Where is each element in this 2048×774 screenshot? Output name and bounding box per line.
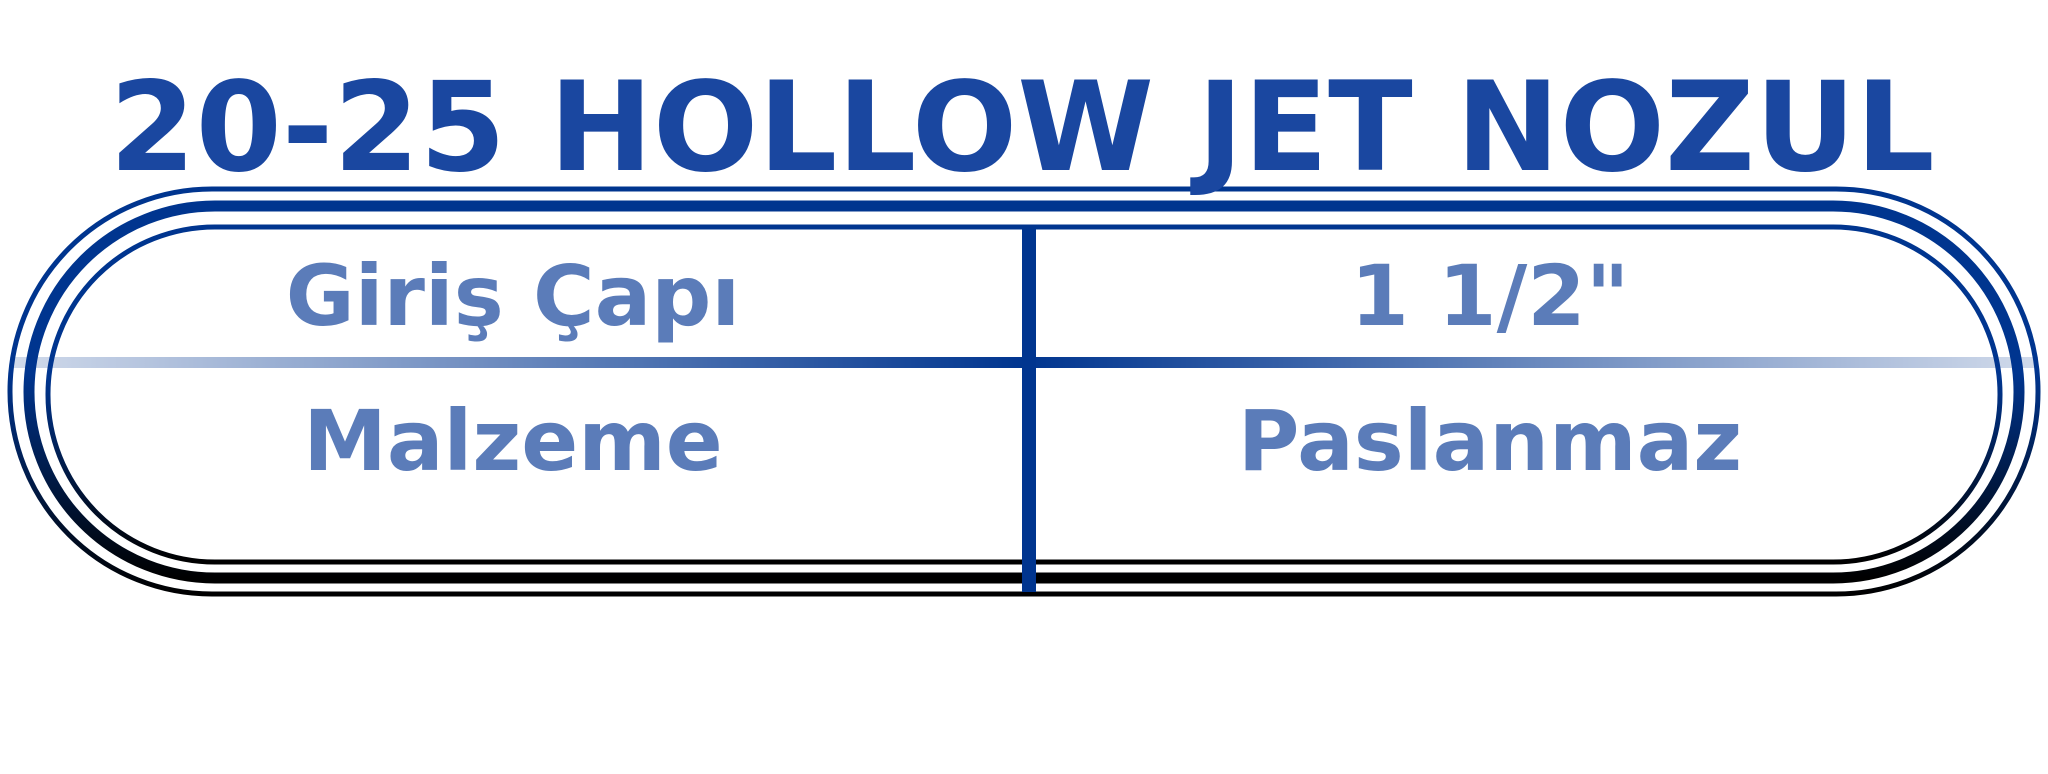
outer-frame [7, 186, 2041, 597]
spec-label-inlet-diameter: Giriş Çapı [286, 247, 740, 345]
product-title: 20-25 HOLLOW JET NOZUL [109, 56, 1934, 200]
vertical-divider [1022, 226, 1036, 592]
spec-label-material: Malzeme [303, 392, 722, 490]
spec-value-material: Paslanmaz [1238, 392, 1742, 490]
spec-value-inlet-diameter: 1 1/2" [1350, 247, 1629, 345]
